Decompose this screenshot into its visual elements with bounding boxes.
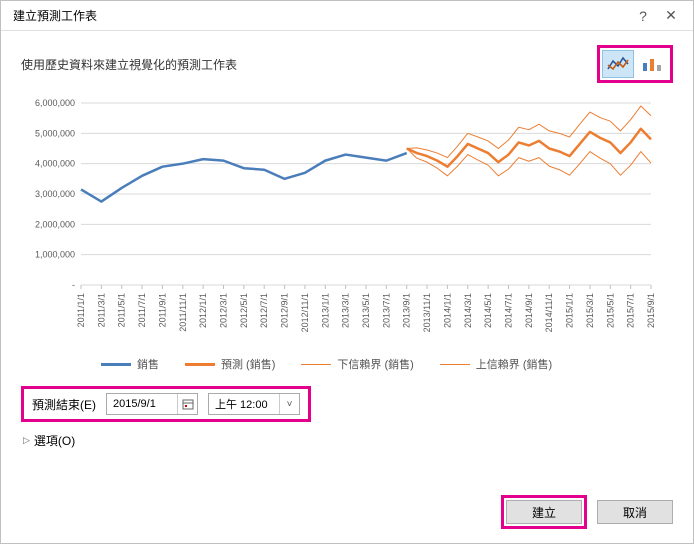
svg-text:2011/7/1: 2011/7/1 [137, 293, 147, 327]
svg-text:2011/5/1: 2011/5/1 [117, 293, 127, 327]
svg-text:2013/1/1: 2013/1/1 [320, 293, 330, 328]
chart-type-highlight [597, 45, 673, 83]
subtitle: 使用歷史資料來建立視覺化的預測工作表 [21, 56, 597, 73]
svg-text:2014/11/1: 2014/11/1 [544, 293, 554, 332]
svg-text:2014/5/1: 2014/5/1 [483, 293, 493, 328]
svg-text:2012/5/1: 2012/5/1 [239, 293, 249, 328]
titlebar: 建立預測工作表 ? ✕ [1, 1, 693, 31]
svg-text:2015/1/1: 2015/1/1 [565, 293, 575, 328]
cancel-button[interactable]: 取消 [597, 500, 673, 524]
help-button[interactable]: ? [629, 5, 657, 27]
svg-text:2011/9/1: 2011/9/1 [157, 293, 167, 327]
top-row: 使用歷史資料來建立視覺化的預測工作表 [21, 45, 673, 83]
calendar-icon[interactable] [177, 394, 197, 414]
create-button[interactable]: 建立 [506, 500, 582, 524]
svg-text:2013/5/1: 2013/5/1 [361, 293, 371, 328]
forecast-end-date-input[interactable]: 2015/9/1 [106, 393, 198, 415]
svg-text:2011/3/1: 2011/3/1 [96, 293, 106, 327]
svg-text:2015/9/1: 2015/9/1 [646, 293, 656, 328]
legend: 銷售 預測 (銷售) 下信賴界 (銷售) 上信賴界 (銷售) [21, 348, 673, 386]
svg-text:3,000,000: 3,000,000 [35, 189, 75, 199]
legend-upper: 上信賴界 (銷售) [440, 356, 552, 372]
svg-text:2013/7/1: 2013/7/1 [381, 293, 391, 328]
svg-text:2,000,000: 2,000,000 [35, 219, 75, 229]
svg-text:4,000,000: 4,000,000 [35, 159, 75, 169]
bar-chart-button[interactable] [636, 50, 668, 78]
svg-text:2012/9/1: 2012/9/1 [280, 293, 290, 328]
forecast-end-highlight: 預測結束(E) 2015/9/1 上午 12:00 ˅ [21, 386, 311, 422]
line-chart-button[interactable] [602, 50, 634, 78]
svg-text:2014/7/1: 2014/7/1 [504, 293, 514, 328]
svg-text:2012/11/1: 2012/11/1 [300, 293, 310, 332]
svg-text:-: - [72, 280, 75, 290]
svg-text:2014/1/1: 2014/1/1 [442, 293, 452, 328]
svg-text:2012/7/1: 2012/7/1 [259, 293, 269, 328]
chevron-right-icon: ▷ [23, 435, 30, 446]
line-chart-icon [607, 55, 629, 73]
forecast-chart: - 1,000,000 2,000,000 3,000,000 4,000,000 5,0… [21, 95, 661, 345]
legend-forecast: 預測 (銷售) [185, 356, 275, 372]
svg-text:2015/3/1: 2015/3/1 [585, 293, 595, 328]
forecast-end-time-input[interactable]: 上午 12:00 ˅ [208, 393, 300, 415]
svg-text:2015/7/1: 2015/7/1 [626, 293, 636, 328]
legend-sales: 銷售 [101, 356, 159, 372]
svg-text:1,000,000: 1,000,000 [35, 250, 75, 260]
close-button[interactable]: ✕ [657, 5, 685, 27]
button-row: 建立 取消 [501, 495, 673, 529]
svg-text:2014/9/1: 2014/9/1 [524, 293, 534, 328]
chart-area: - 1,000,000 2,000,000 3,000,000 4,000,000 5,0… [21, 89, 673, 348]
options-expander[interactable]: ▷ 選項(O) [21, 422, 673, 459]
bar-chart-icon [641, 55, 663, 73]
svg-text:2015/5/1: 2015/5/1 [605, 293, 615, 328]
svg-text:2012/1/1: 2012/1/1 [198, 293, 208, 328]
forecast-end-label: 預測結束(E) [32, 396, 96, 413]
svg-text:5,000,000: 5,000,000 [35, 128, 75, 138]
create-button-highlight: 建立 [501, 495, 587, 529]
svg-text:2011/1/1: 2011/1/1 [76, 293, 86, 327]
content: 使用歷史資料來建立視覺化的預測工作表 -1,00 [1, 31, 693, 469]
svg-text:6,000,000: 6,000,000 [35, 98, 75, 108]
legend-lower: 下信賴界 (銷售) [301, 356, 413, 372]
title: 建立預測工作表 [13, 7, 629, 24]
dropdown-icon[interactable]: ˅ [279, 394, 299, 414]
svg-text:2013/11/1: 2013/11/1 [422, 293, 432, 332]
svg-text:2011/11/1: 2011/11/1 [178, 293, 188, 332]
svg-text:2012/3/1: 2012/3/1 [219, 293, 229, 328]
forecast-dialog: 建立預測工作表 ? ✕ 使用歷史資料來建立視覺化的預測工作表 [0, 0, 694, 544]
svg-text:2013/9/1: 2013/9/1 [402, 293, 412, 328]
svg-text:2014/3/1: 2014/3/1 [463, 293, 473, 328]
svg-text:2013/3/1: 2013/3/1 [341, 293, 351, 328]
